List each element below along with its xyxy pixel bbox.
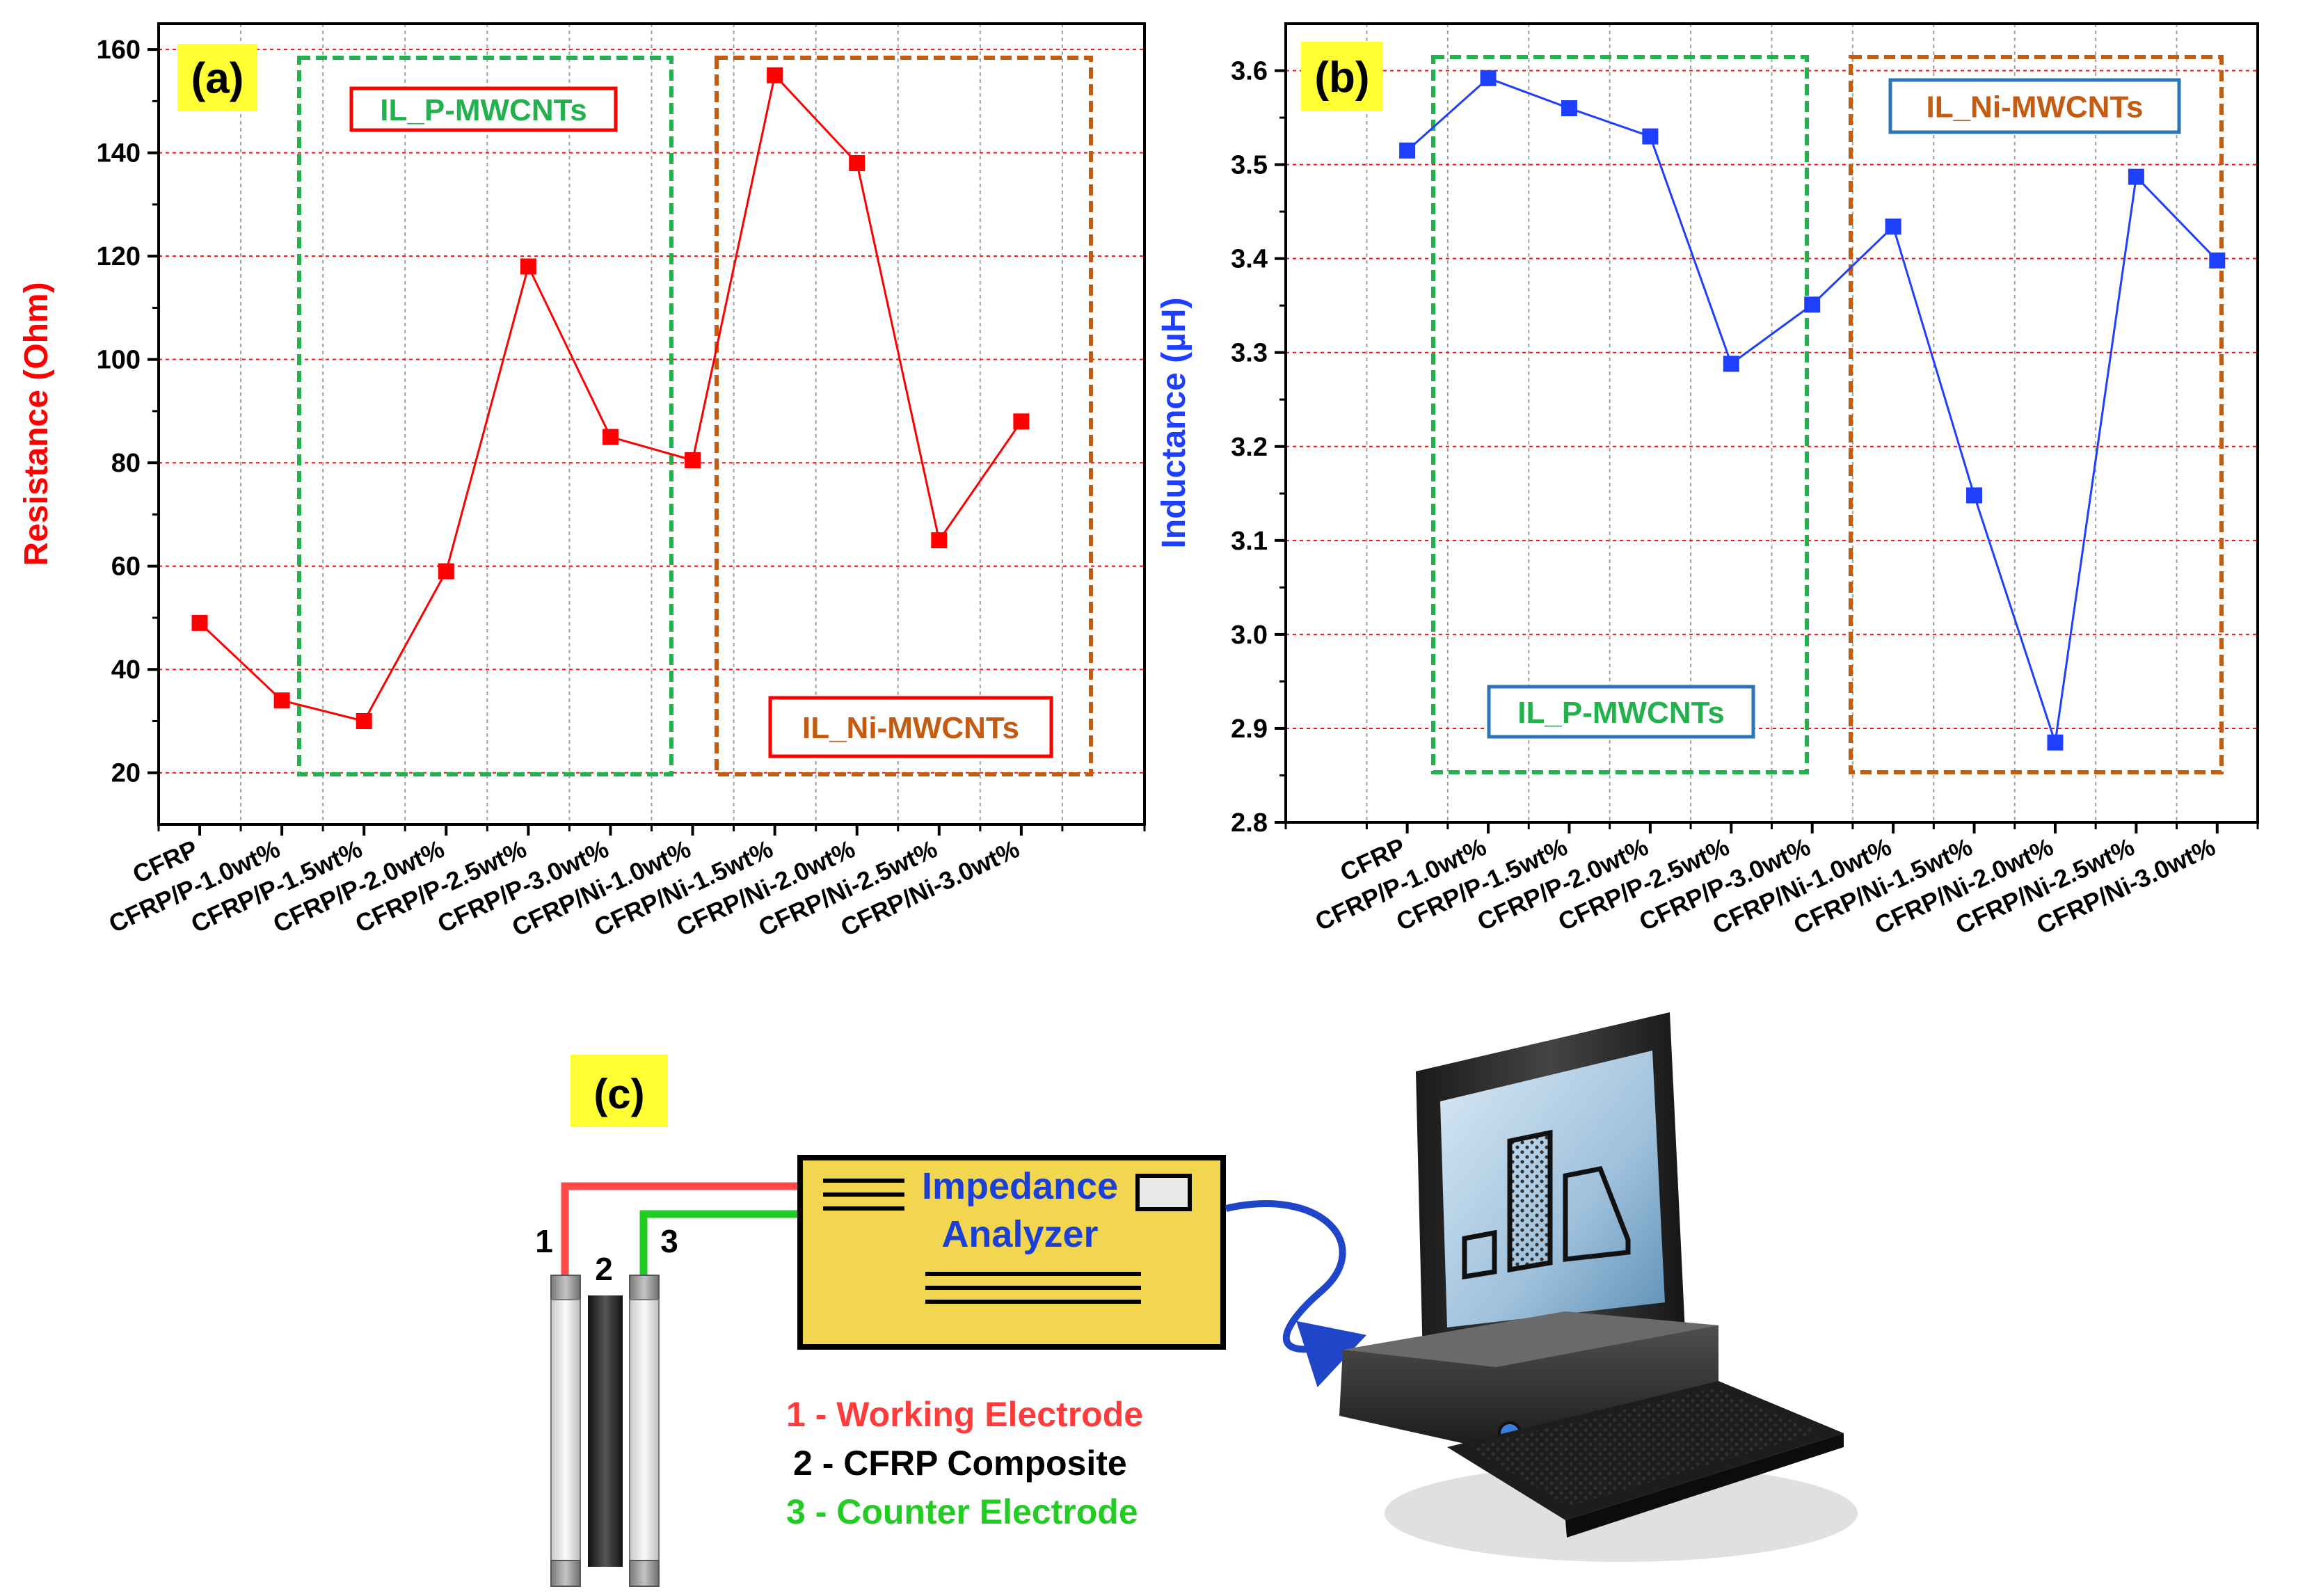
counter-electrode-wire	[639, 1210, 800, 1275]
data-point	[849, 154, 866, 171]
y-tick-label: 40	[111, 655, 141, 685]
y-tick-label: 3.0	[1231, 621, 1268, 650]
group-box-0	[297, 56, 673, 776]
y-tick-label: 80	[111, 449, 141, 478]
y-tick-label: 140	[97, 139, 141, 168]
y-tick-label: 100	[97, 346, 141, 375]
data-point	[2209, 252, 2226, 269]
plot-frame	[1284, 22, 2259, 824]
data-point	[356, 712, 372, 729]
analyzer-label-line1: Impedance	[922, 1165, 1118, 1207]
data-point	[2047, 734, 2064, 751]
electrode-cell-icon	[550, 1275, 660, 1587]
data-point	[191, 614, 208, 631]
legend-counter-electrode: 3 - Counter Electrode	[786, 1492, 1138, 1531]
data-point	[685, 452, 701, 468]
chart-resistance: 20406080100120140160CFRPCFRP/P-1.0wt%CFR…	[18, 22, 1146, 942]
data-point	[1561, 100, 1577, 117]
group-label-box	[1888, 78, 2181, 134]
data-point	[273, 692, 290, 709]
panel-c-label: (c)	[593, 1071, 644, 1117]
data-point	[2128, 168, 2144, 185]
y-tick-label: 3.2	[1231, 433, 1268, 462]
data-point	[1642, 128, 1659, 145]
group-label: IL_Ni-MWCNTs	[1926, 90, 2143, 125]
group-box-0	[1431, 55, 1809, 774]
data-point	[931, 532, 948, 549]
electrode-number-3: 3	[660, 1223, 678, 1259]
measurement-setup-schematic: (c) 1 2 3 Impedance Analyze	[535, 1012, 1858, 1587]
data-point	[1804, 296, 1821, 313]
chart-inductance: 2.82.93.03.13.23.33.43.53.6CFRPCFRP/P-1.…	[1156, 22, 2259, 940]
impedance-analyzer-icon	[797, 1155, 1226, 1350]
y-tick-label: 3.6	[1231, 57, 1268, 86]
data-point	[602, 429, 619, 445]
panel-label-bg	[1301, 42, 1383, 111]
data-point	[1885, 218, 1901, 235]
group-box-1	[715, 56, 1093, 776]
group-box-1	[1849, 55, 2224, 774]
group-label-box	[768, 696, 1053, 758]
y-tick-label: 2.9	[1231, 715, 1268, 744]
group-label-box	[1487, 685, 1755, 739]
y-tick-label: 3.5	[1231, 151, 1268, 180]
y-axis-label: Resistance (Ohm)	[18, 282, 55, 566]
panel-label-bg	[177, 44, 257, 111]
legend-cfrp-composite: 2 - CFRP Composite	[793, 1444, 1127, 1483]
panel-c-label-bg	[571, 1055, 668, 1127]
y-tick-label: 3.3	[1231, 339, 1268, 368]
data-point	[520, 258, 536, 275]
y-axis-label: Inductance (µH)	[1156, 297, 1193, 548]
panel-label: (b)	[1314, 54, 1369, 102]
data-point	[1013, 413, 1030, 430]
legend-working-electrode: 1 - Working Electrode	[786, 1395, 1143, 1434]
data-point	[1480, 70, 1497, 86]
desktop-computer-icon	[1339, 1012, 1858, 1562]
y-tick-label: 120	[97, 242, 141, 271]
plot-frame	[157, 22, 1146, 826]
y-tick-label: 2.8	[1231, 808, 1268, 838]
data-cable-arrow	[1225, 1200, 1367, 1387]
electrode-number-2: 2	[595, 1251, 613, 1287]
electrode-number-1: 1	[535, 1223, 553, 1259]
y-tick-label: 160	[97, 35, 141, 65]
y-tick-label: 3.4	[1231, 245, 1268, 274]
panel-label: (a)	[191, 55, 244, 103]
y-tick-label: 3.1	[1231, 527, 1268, 556]
working-electrode-wire	[561, 1182, 800, 1275]
group-label: IL_P-MWCNTs	[1517, 696, 1724, 730]
group-label: IL_P-MWCNTs	[380, 93, 587, 127]
data-point	[438, 563, 454, 580]
data-point	[767, 67, 783, 83]
data-point	[1399, 142, 1416, 159]
group-label-box	[349, 86, 618, 132]
group-label: IL_Ni-MWCNTs	[802, 711, 1019, 745]
data-point	[1723, 356, 1739, 372]
y-tick-label: 60	[111, 552, 141, 582]
y-tick-label: 20	[111, 759, 141, 788]
analyzer-label-line2: Analyzer	[941, 1213, 1098, 1255]
data-point	[1966, 487, 1983, 504]
